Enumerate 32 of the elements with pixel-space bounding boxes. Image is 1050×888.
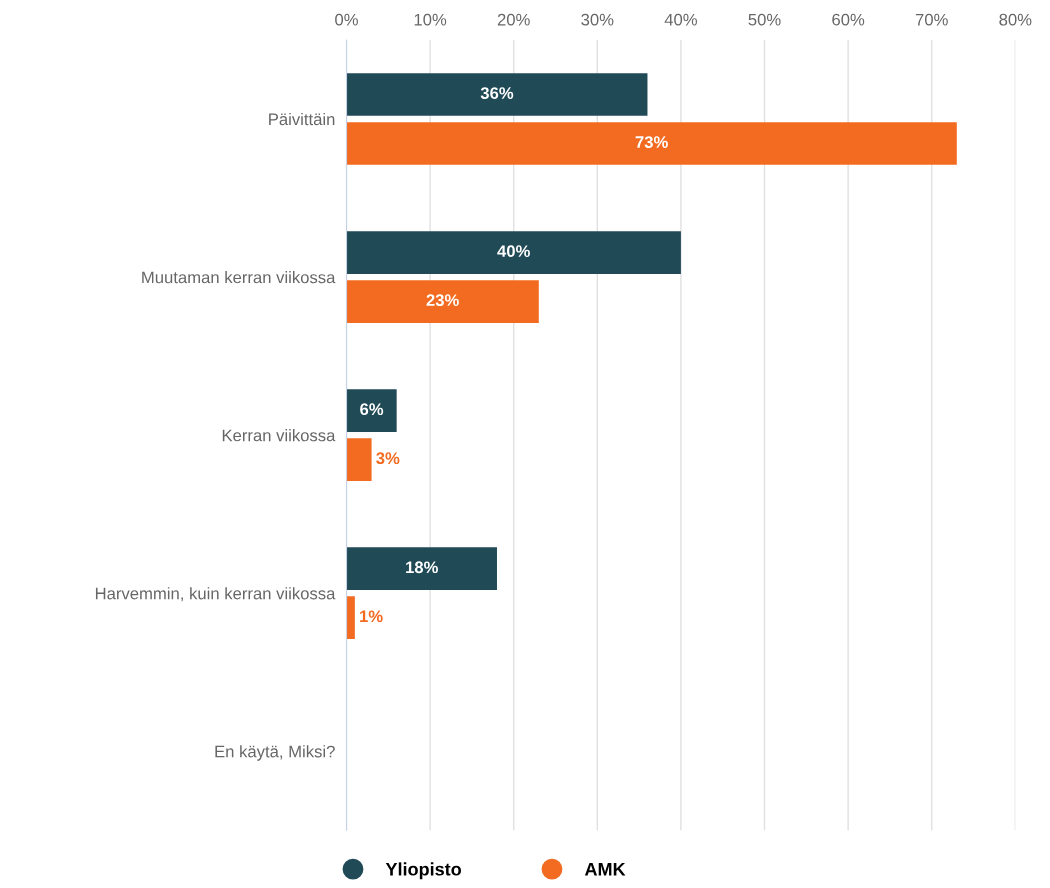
y-tick-label: Päivittäin [269, 112, 335, 126]
y-tick-label: Muutaman kerran viikossa [142, 271, 336, 284]
data-label: 6% [360, 403, 384, 416]
bar [346, 73, 648, 116]
bar [346, 122, 957, 165]
data-label: 23% [426, 294, 459, 307]
data-label: 1% [360, 610, 383, 623]
x-tick-label: 10% [414, 13, 447, 26]
x-tick-label: 20% [497, 13, 530, 26]
legend-label: Yliopisto [385, 862, 462, 880]
y-tick-label: Harvemmin, kuin kerran viikossa [95, 587, 336, 602]
x-tick-label: 0% [335, 13, 358, 26]
bar [346, 438, 372, 481]
bar [346, 596, 355, 640]
y-tick-label: Kerran viikossa [222, 429, 336, 442]
bar [346, 280, 539, 323]
data-label: 73% [635, 136, 668, 148]
x-tick-label: 30% [581, 13, 614, 26]
data-label: 40% [497, 245, 530, 258]
y-tick-label: En käytä, Miksi? [215, 745, 335, 761]
bar [346, 231, 681, 274]
x-tick-label: 70% [915, 13, 948, 26]
x-tick-label: 40% [664, 13, 697, 26]
legend-label: AMK [584, 863, 626, 876]
data-label: 36% [480, 87, 514, 99]
bar [346, 389, 397, 432]
x-tick-label: 80% [999, 13, 1032, 26]
x-tick-label: 50% [748, 13, 781, 26]
data-label: 18% [406, 561, 438, 574]
data-label: 3% [376, 452, 400, 465]
bar [346, 547, 497, 591]
x-tick-label: 60% [832, 13, 865, 26]
